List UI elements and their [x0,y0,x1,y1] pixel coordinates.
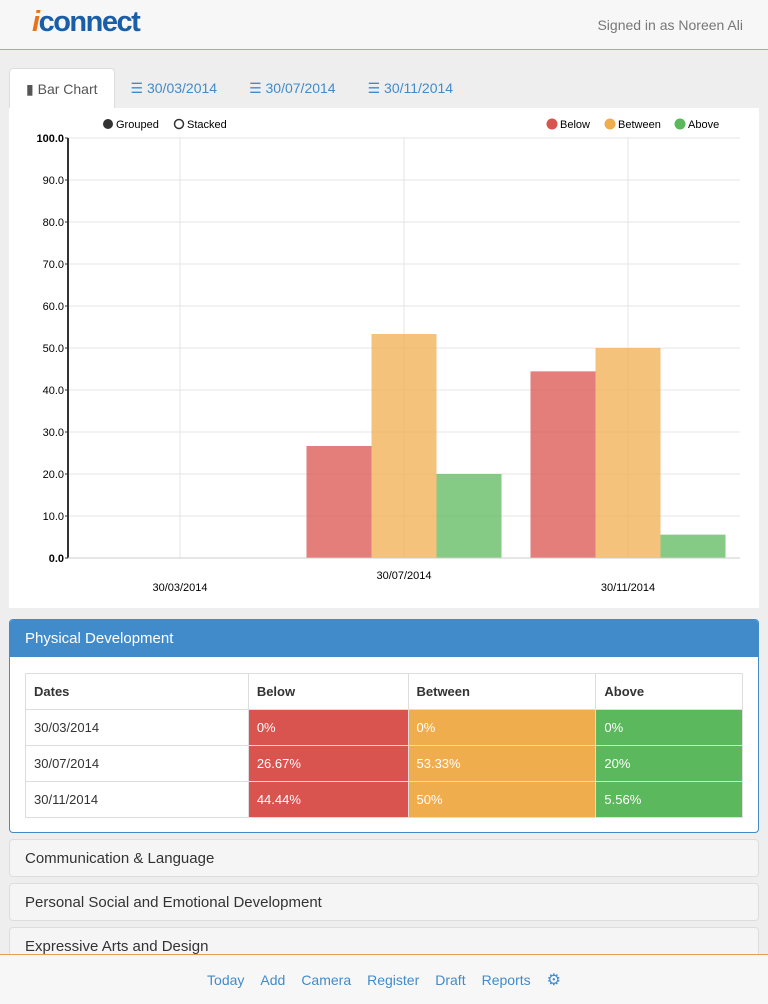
tab-bar: ▮ Bar Chart ☰ 30/03/2014 ☰ 30/07/2014 ☰ … [9,68,759,108]
legend-label: Below [560,119,590,131]
x-tick-label: 30/03/2014 [152,582,207,594]
col-header: Dates [25,673,249,710]
table-cell: 30/11/2014 [25,781,249,818]
y-tick-label: 100.0 [36,133,64,145]
table-row: 30/03/2014 0% 0% 0% [25,709,743,746]
tab-label: Bar Chart [37,81,98,97]
logo[interactable]: iconnect [32,6,141,38]
tab-date-2[interactable]: ☰ 30/07/2014 [233,68,352,108]
y-tick-label: 90.0 [43,175,64,187]
list-icon: ☰ [130,80,144,96]
nav-draft[interactable]: Draft [435,971,466,988]
y-tick-label: 40.0 [43,385,64,397]
nav-camera[interactable]: Camera [301,971,352,988]
list-icon: ☰ [367,80,381,96]
tab-label: 30/07/2014 [265,80,336,96]
bar-above[interactable] [660,534,726,558]
results-table: Dates Below Between Above 30/03/2014 0% 0%… [25,673,743,818]
y-tick-label: 20.0 [43,469,64,481]
table-row: 30/11/2014 44.44% 50% 5.56% [25,781,743,818]
nav-today[interactable]: Today [207,971,245,988]
grouped-radio[interactable]: Grouped [103,119,159,131]
table-row: 30/07/2014 26.67% 53.33% 20% [25,745,743,782]
gear-icon[interactable]: ⚙ [546,971,561,989]
y-tick-label: 10.0 [43,511,64,523]
table-cell: 44.44% [247,781,409,818]
legend-label: Above [688,119,719,131]
tab-label: 30/03/2014 [146,80,218,96]
legend-between[interactable]: Between [604,118,661,132]
x-tick-label: 30/11/2014 [601,582,655,594]
panel-title[interactable]: Physical Development [10,620,758,657]
legend-above[interactable]: Above [674,118,720,132]
stacked-radio[interactable]: Stacked [173,118,227,131]
tab-bar-chart[interactable]: ▮ Bar Chart [9,68,115,108]
y-tick-label: 50.0 [43,343,64,355]
header: iconnect Signed in as Noreen Ali [0,0,768,50]
table-cell: 30/03/2014 [25,709,249,746]
col-header: Above [595,673,743,710]
col-header: Between [407,673,597,710]
table-cell: 5.56% [595,781,743,818]
accordion-personal-social[interactable]: Personal Social and Emotional Developmen… [9,883,759,921]
y-tick-label: 60.0 [43,301,64,313]
tab-date-1[interactable]: ☰ 30/03/2014 [115,68,234,108]
x-tick-label: 30/07/2014 [376,570,431,582]
footer-nav: Today Add Camera Register Draft Reports … [0,954,768,1004]
tab-date-3[interactable]: ☰ 30/11/2014 [352,68,469,108]
stacked-label: Stacked [187,119,227,131]
legend-label: Between [618,119,661,131]
y-tick-label: 30.0 [43,427,64,439]
bar-chart-icon: ▮ [26,81,34,97]
y-tick-label: 0.0 [49,553,64,565]
col-header: Below [247,673,409,710]
bar-between[interactable] [371,334,437,558]
table-cell: 26.67% [247,745,409,782]
bar-below[interactable] [306,445,372,558]
nav-reports[interactable]: Reports [481,971,531,988]
signed-in-text: Signed in as Noreen Ali [597,17,743,33]
y-tick-label: 80.0 [43,217,64,229]
accordion-communication[interactable]: Communication & Language [9,839,759,877]
tab-label: 30/11/2014 [384,80,454,96]
bar-chart: Grouped Stacked Below Between Above 0.0 10.… [36,118,740,594]
table-cell: 0% [407,709,597,746]
chart-container: Grouped Stacked Below Between Above 0.0 10.… [9,108,759,608]
bar-between[interactable] [595,348,661,558]
legend-swatch [674,118,686,130]
legend-swatch [604,118,616,130]
grouped-label: Grouped [116,119,159,131]
bar-below[interactable] [530,371,596,558]
nav-register[interactable]: Register [367,971,420,988]
list-icon: ☰ [249,80,262,96]
y-tick-label: 70.0 [43,259,64,271]
bar-above[interactable] [436,474,502,558]
table-cell: 0% [247,709,409,746]
table-cell: 0% [595,709,743,746]
table-cell: 53.33% [407,745,597,782]
table-cell: 50% [407,781,597,818]
table-cell: 30/07/2014 [25,745,249,782]
table-cell: 20% [595,745,743,782]
physical-development-panel: Physical Development Dates Below Between… [9,619,759,833]
legend-swatch [546,118,558,130]
nav-add[interactable]: Add [260,971,286,988]
legend-below[interactable]: Below [546,118,591,132]
